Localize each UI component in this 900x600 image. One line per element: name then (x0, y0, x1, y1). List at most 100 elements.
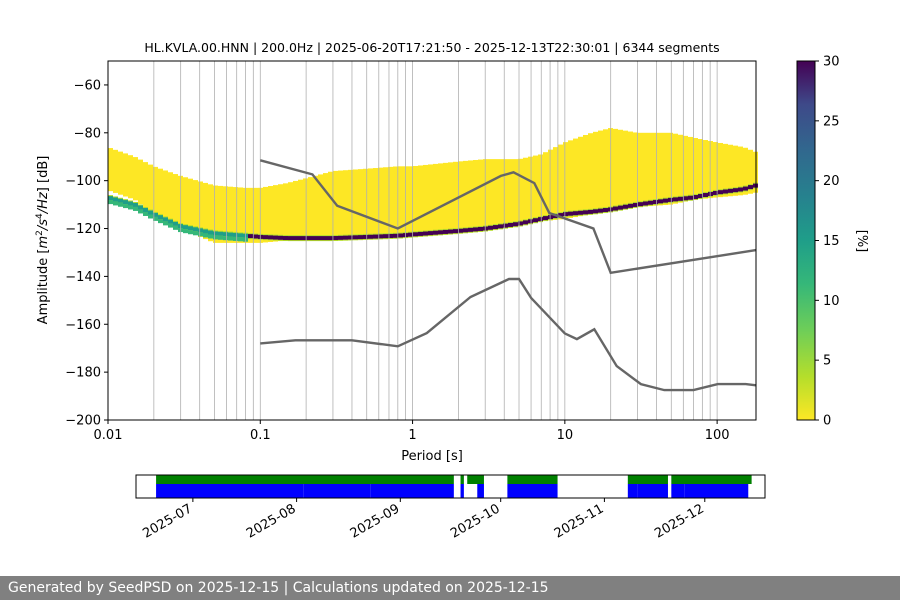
noise-model-high (259, 159, 757, 275)
heat-band (558, 144, 563, 220)
heat-band (163, 170, 168, 221)
heat-band (723, 143, 728, 197)
heat-mode (343, 235, 348, 240)
heat-mode (453, 229, 458, 234)
heat-band (363, 168, 368, 236)
heat-mode (108, 196, 113, 201)
timeline-ticks: 2025-07 2025-08 2025-09 2025-10 2025-11 2025-… (140, 498, 707, 542)
heat-mode (353, 235, 358, 240)
colorbar-tick-label: 0 (823, 414, 831, 429)
heat-band (638, 132, 643, 207)
heat-band (298, 179, 303, 239)
heat-mode (198, 228, 203, 233)
heat-mode (123, 200, 128, 205)
heat-band (218, 185, 223, 243)
heat-mode (558, 213, 563, 218)
heat-mode (443, 229, 448, 234)
heat-low-tail (198, 232, 203, 237)
coverage-bars (156, 475, 752, 498)
coverage-data-segment (507, 484, 558, 498)
heat-low-tail (148, 214, 153, 219)
heat-mode (493, 225, 498, 230)
heat-low-tail (113, 201, 118, 206)
heat-mode (208, 230, 213, 235)
heat-mode (728, 188, 733, 193)
heat-mode (383, 234, 388, 239)
coverage-data-segment (460, 484, 464, 498)
heat-mode (183, 225, 188, 230)
heat-band (628, 131, 633, 209)
heat-low-tail (158, 219, 163, 224)
heat-mode (288, 236, 293, 241)
heat-band (198, 181, 203, 237)
coverage-data-segment (627, 484, 638, 498)
heat-mode (323, 236, 328, 241)
heat-band (358, 169, 363, 237)
heat-band (418, 165, 423, 233)
heat-mode (588, 209, 593, 214)
heat-mode (533, 218, 538, 223)
heat-mode (283, 236, 288, 241)
heat-band (203, 182, 208, 240)
heat-mode (188, 226, 193, 231)
heat-band (408, 166, 413, 234)
heat-mode (338, 235, 343, 240)
x-axis-label: Period [s] (401, 449, 463, 464)
heat-mode (598, 208, 603, 213)
heat-band (268, 186, 273, 242)
heat-band (373, 168, 378, 236)
heat-band (303, 178, 308, 239)
heat-mode (458, 228, 463, 233)
heat-mode (248, 234, 253, 239)
heat-band (398, 166, 403, 234)
heat-mode (438, 230, 443, 235)
x-tick-label: 0.1 (250, 428, 271, 443)
heat-mode (648, 200, 653, 205)
chart-title: HL.KVLA.00.HNN | 200.0Hz | 2025-06-20T17… (144, 40, 719, 55)
heat-band (718, 142, 723, 198)
heat-band (728, 144, 733, 197)
heat-mode (398, 233, 403, 238)
colorbar-tick-label: 15 (823, 234, 840, 249)
heat-mode (538, 217, 543, 222)
heat-mode (573, 211, 578, 216)
coverage-gap-segment (671, 475, 752, 484)
noise-model-lines (259, 159, 757, 392)
heat-band (433, 163, 438, 231)
heat-mode (293, 236, 298, 241)
heat-band (533, 155, 538, 222)
heat-mode (508, 222, 513, 227)
heat-mode (563, 212, 568, 217)
heat-mode (388, 233, 393, 238)
y-axis-ticks: −60 −80 −100 −120 −140 −160 −180 −200 (65, 78, 108, 429)
heat-low-tail (183, 229, 188, 234)
heat-low-tail (208, 234, 213, 239)
heat-band (548, 149, 553, 221)
heat-mode (218, 231, 223, 236)
heat-band (488, 159, 493, 226)
heat-mode (153, 212, 158, 217)
timeline-tick-label: 2025-11 (552, 501, 607, 541)
coverage-data-segment (637, 484, 668, 498)
y-tick-label: −140 (65, 270, 101, 285)
heat-low-tail (218, 235, 223, 240)
heat-mode (413, 232, 418, 237)
heat-mode (733, 188, 738, 193)
heat-low-tail (108, 200, 113, 205)
heat-mode (423, 231, 428, 236)
heat-mode (693, 195, 698, 200)
heat-mode (528, 219, 533, 224)
heat-low-tail (193, 231, 198, 236)
heat-band (553, 147, 558, 220)
heat-mode (518, 221, 523, 226)
heat-low-tail (118, 202, 123, 207)
coverage-gap-segment (467, 475, 484, 484)
footer-bar: Generated by SeedPSD on 2025-12-15 | Cal… (0, 576, 900, 600)
heat-mode (223, 232, 228, 237)
heat-band (713, 142, 718, 198)
heat-low-tail (168, 223, 173, 228)
heat-band (588, 133, 593, 215)
heat-low-tail (128, 205, 133, 210)
heat-band (613, 128, 618, 211)
heat-mode (668, 197, 673, 202)
